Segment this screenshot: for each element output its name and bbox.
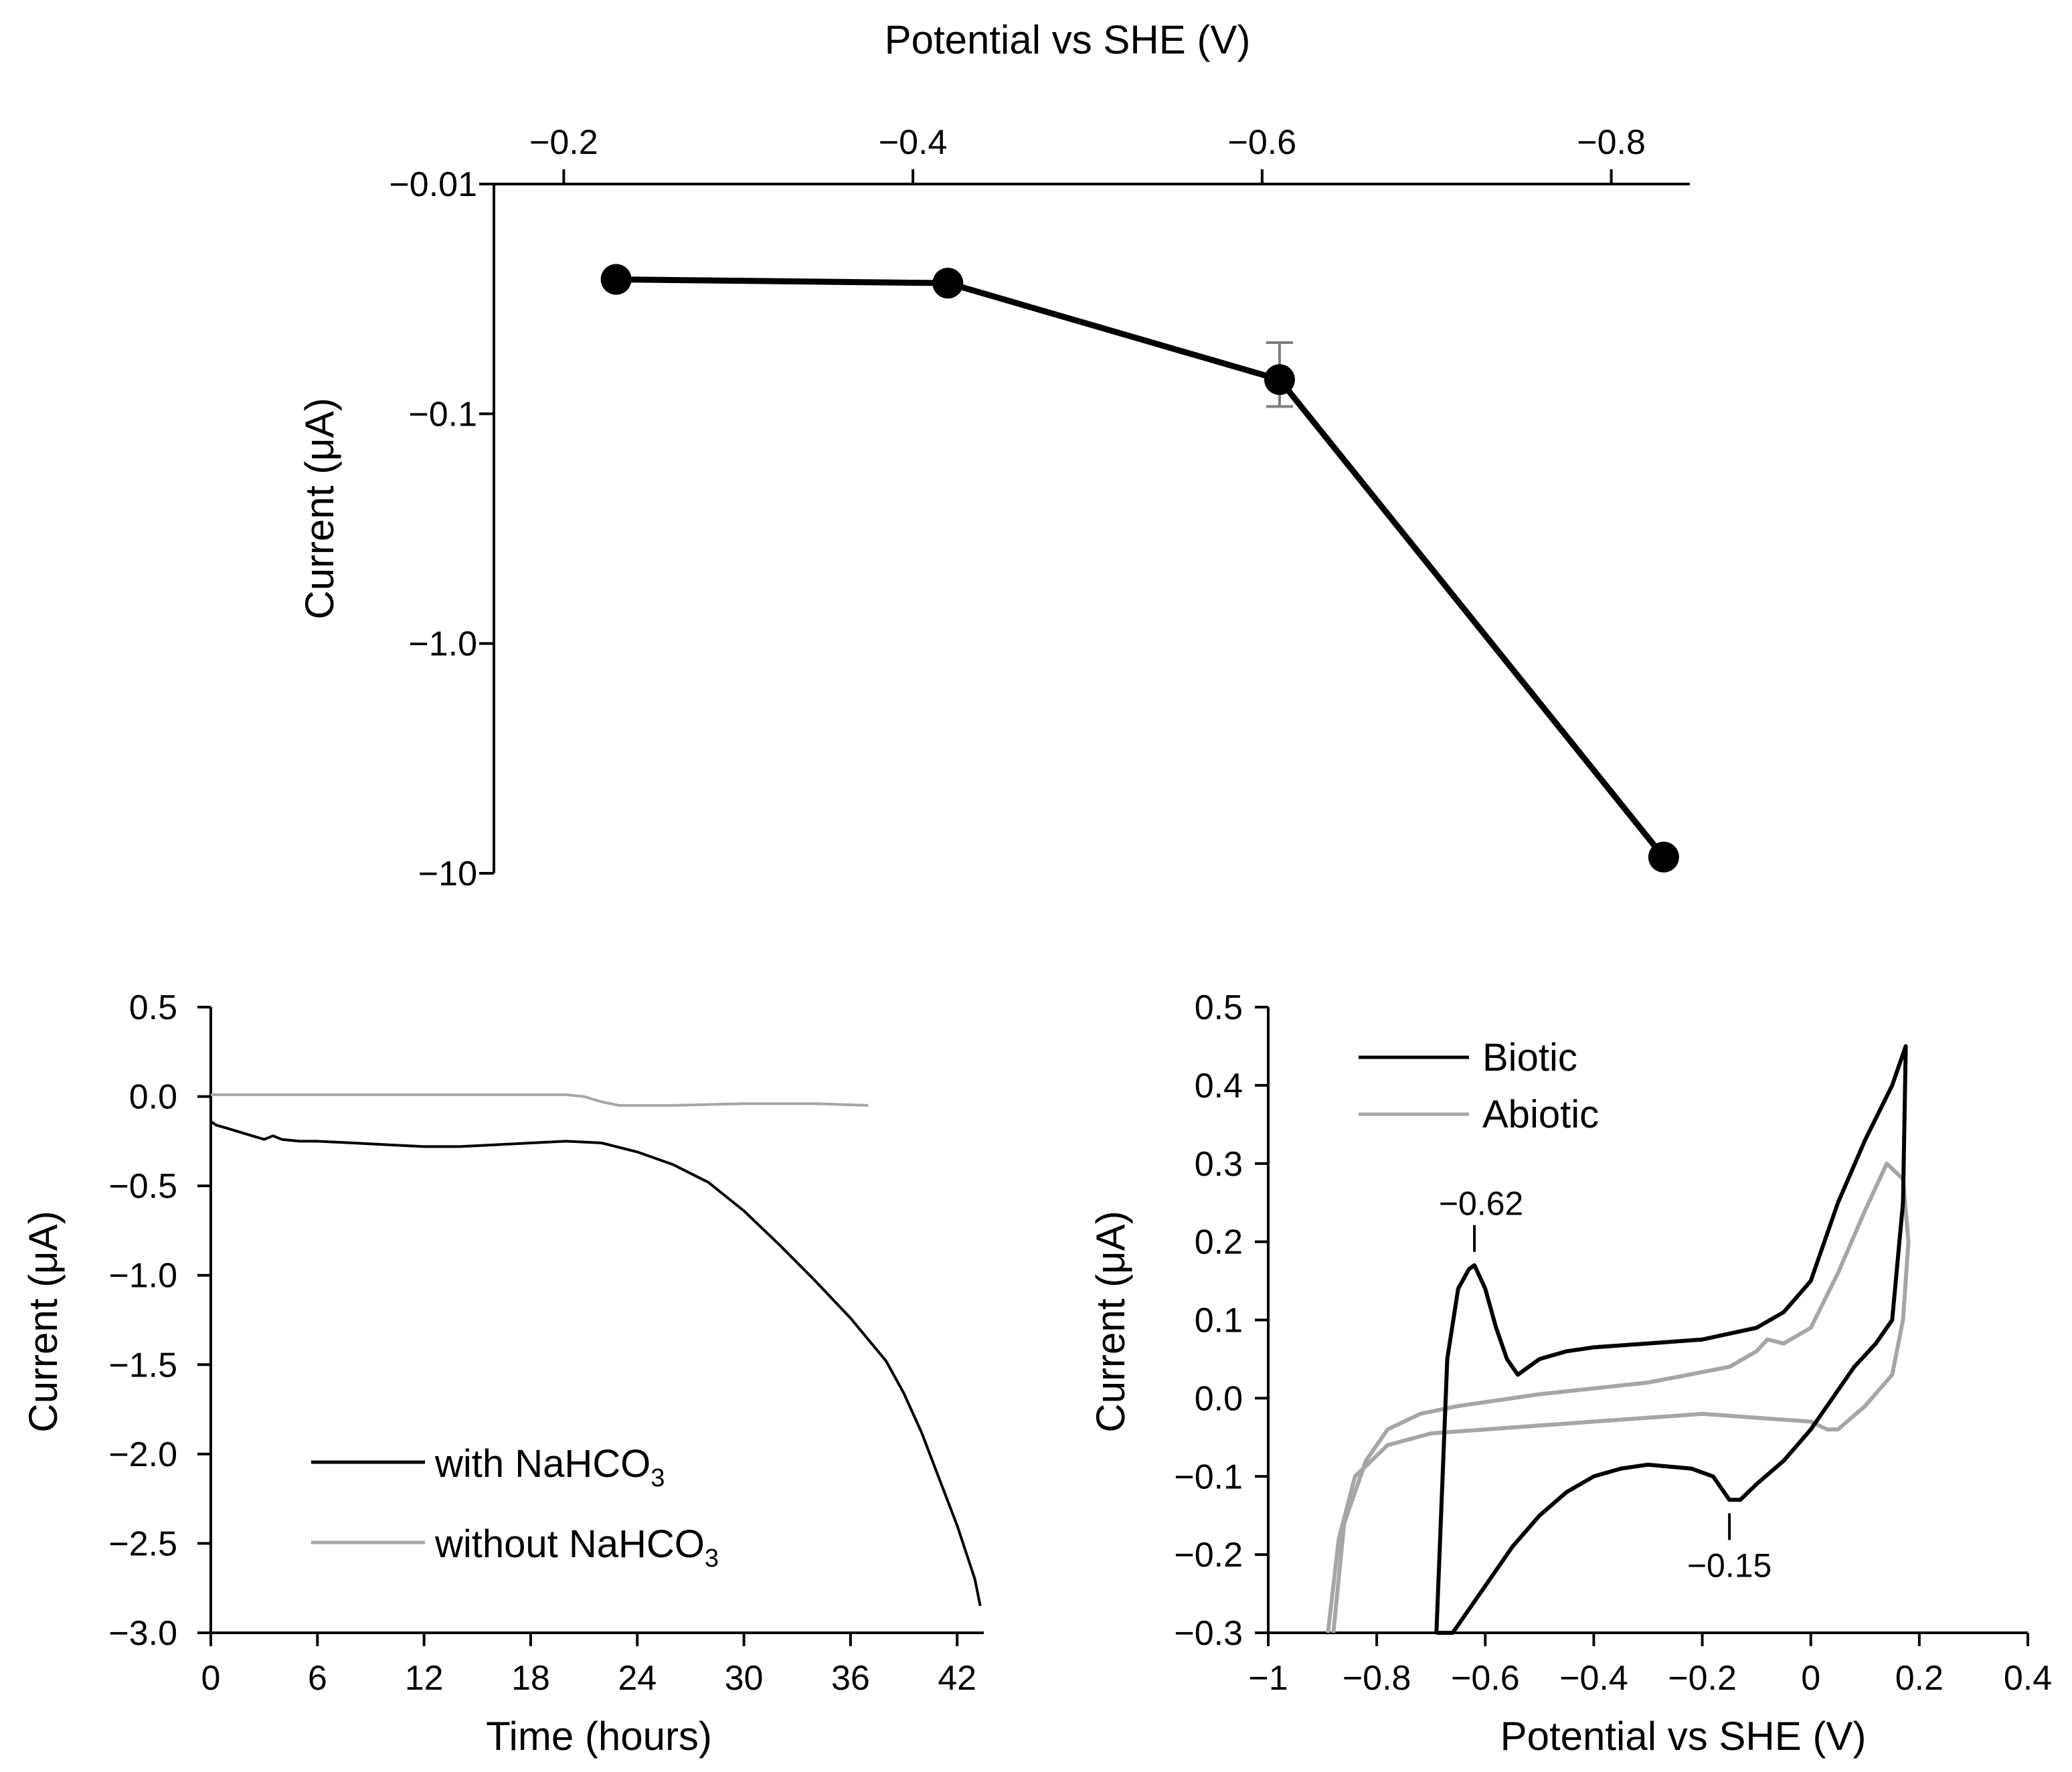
br-x-tick-label: 0 bbox=[1801, 1659, 1820, 1698]
legend-label-without-nahco3: without NaHCO3 bbox=[434, 1522, 719, 1573]
top-x-tick-label: −0.4 bbox=[879, 123, 948, 162]
br-y-tick-label: −0.1 bbox=[1174, 1457, 1243, 1496]
br-y-tick-label: 0.2 bbox=[1195, 1223, 1243, 1262]
top-x-tick-label: −0.2 bbox=[529, 123, 598, 162]
top-series-line bbox=[616, 276, 1666, 859]
br-x-tick-label: 0.4 bbox=[2004, 1659, 2052, 1698]
top-data-point bbox=[1648, 841, 1679, 873]
br-annotation-label: −0.15 bbox=[1687, 1546, 1772, 1584]
br-x-tick-label: −0.4 bbox=[1559, 1659, 1628, 1698]
top-x-tick-label: −0.6 bbox=[1228, 123, 1297, 162]
bl-y-tick-label: −1.5 bbox=[108, 1346, 177, 1385]
bl-x-tick-label: 24 bbox=[618, 1659, 657, 1698]
br-x-tick-label: −0.8 bbox=[1343, 1659, 1411, 1698]
br-y-tick-label: 0.1 bbox=[1195, 1302, 1243, 1340]
cv-chart: −1 −0.8 −0.6 −0.4 −0.2 0 0.2 0.4 0.5 0.4 0.3 0.2 0.… bbox=[1088, 988, 2052, 1759]
br-legend: Biotic Abiotic bbox=[1359, 1036, 1599, 1136]
top-data-point bbox=[932, 268, 964, 299]
br-series-line bbox=[1434, 1044, 1908, 1635]
top-y-axis-title: Current (μA) bbox=[297, 397, 342, 619]
bl-y-tick-label: −1.0 bbox=[108, 1257, 177, 1296]
time-chart: 0 6 12 18 24 30 36 42 0.5 0.0 −0.5 −1.0 −1.5 −2.0 −2.… bbox=[21, 988, 984, 1759]
bl-y-tick-label: 0.0 bbox=[129, 1078, 177, 1117]
br-y-tick-label: 0.4 bbox=[1195, 1067, 1243, 1105]
bl-series-line bbox=[209, 1120, 982, 1607]
bl-x-tick-label: 12 bbox=[405, 1659, 444, 1698]
br-y-tick-label: 0.3 bbox=[1195, 1145, 1243, 1184]
top-x-axis-title: Potential vs SHE (V) bbox=[885, 17, 1251, 62]
br-annotation-label: −0.62 bbox=[1439, 1185, 1524, 1223]
top-x-tick-label: −0.8 bbox=[1577, 123, 1646, 162]
br-x-tick-label: −1 bbox=[1248, 1659, 1288, 1698]
top-y-tick-label: −0.01 bbox=[389, 165, 477, 204]
bl-x-tick-label: 18 bbox=[511, 1659, 550, 1698]
legend-label-biotic: Biotic bbox=[1482, 1036, 1577, 1079]
top-data-point bbox=[600, 264, 632, 295]
br-y-tick-label: 0.0 bbox=[1195, 1379, 1243, 1418]
bl-x-tick-label: 42 bbox=[938, 1659, 976, 1698]
br-x-tick-label: −0.2 bbox=[1668, 1659, 1737, 1698]
top-chart: −0.2 −0.4 −0.6 −0.8 −0.01 −0.1 −1.0 −10 Potent… bbox=[297, 17, 1690, 893]
top-data-point bbox=[1264, 364, 1295, 395]
br-series-line bbox=[1326, 1161, 1911, 1633]
bl-y-tick-label: −0.5 bbox=[108, 1167, 177, 1206]
bl-series-line bbox=[211, 1093, 869, 1107]
legend-label-with-nahco3: with NaHCO3 bbox=[434, 1442, 665, 1492]
br-x-axis-title: Potential vs SHE (V) bbox=[1500, 1714, 1867, 1759]
br-y-axis-title: Current (μA) bbox=[1088, 1211, 1133, 1432]
top-y-tick-label: −10 bbox=[418, 855, 477, 893]
bl-y-tick-label: 0.5 bbox=[129, 988, 177, 1027]
bl-y-tick-label: −2.0 bbox=[108, 1435, 177, 1474]
bl-x-tick-label: 30 bbox=[725, 1659, 764, 1698]
bl-y-axis-title: Current (μA) bbox=[21, 1211, 66, 1432]
bl-x-tick-label: 36 bbox=[831, 1659, 870, 1698]
br-x-tick-label: −0.6 bbox=[1451, 1659, 1520, 1698]
bl-x-axis-title: Time (hours) bbox=[486, 1714, 712, 1759]
br-y-tick-label: −0.3 bbox=[1174, 1614, 1243, 1653]
top-y-tick-label: −0.1 bbox=[408, 395, 477, 434]
legend-label-abiotic: Abiotic bbox=[1482, 1093, 1599, 1136]
bl-x-tick-label: 0 bbox=[201, 1659, 221, 1698]
bl-y-tick-label: −3.0 bbox=[108, 1614, 177, 1653]
br-x-tick-label: 0.2 bbox=[1895, 1659, 1944, 1698]
top-y-tick-label: −1.0 bbox=[408, 625, 477, 664]
bl-x-tick-label: 6 bbox=[308, 1659, 327, 1698]
bl-legend: with NaHCO3 without NaHCO3 bbox=[311, 1442, 719, 1573]
bl-y-tick-label: −2.5 bbox=[108, 1524, 177, 1563]
br-y-tick-label: 0.5 bbox=[1195, 988, 1243, 1027]
br-y-tick-label: −0.2 bbox=[1174, 1536, 1243, 1575]
